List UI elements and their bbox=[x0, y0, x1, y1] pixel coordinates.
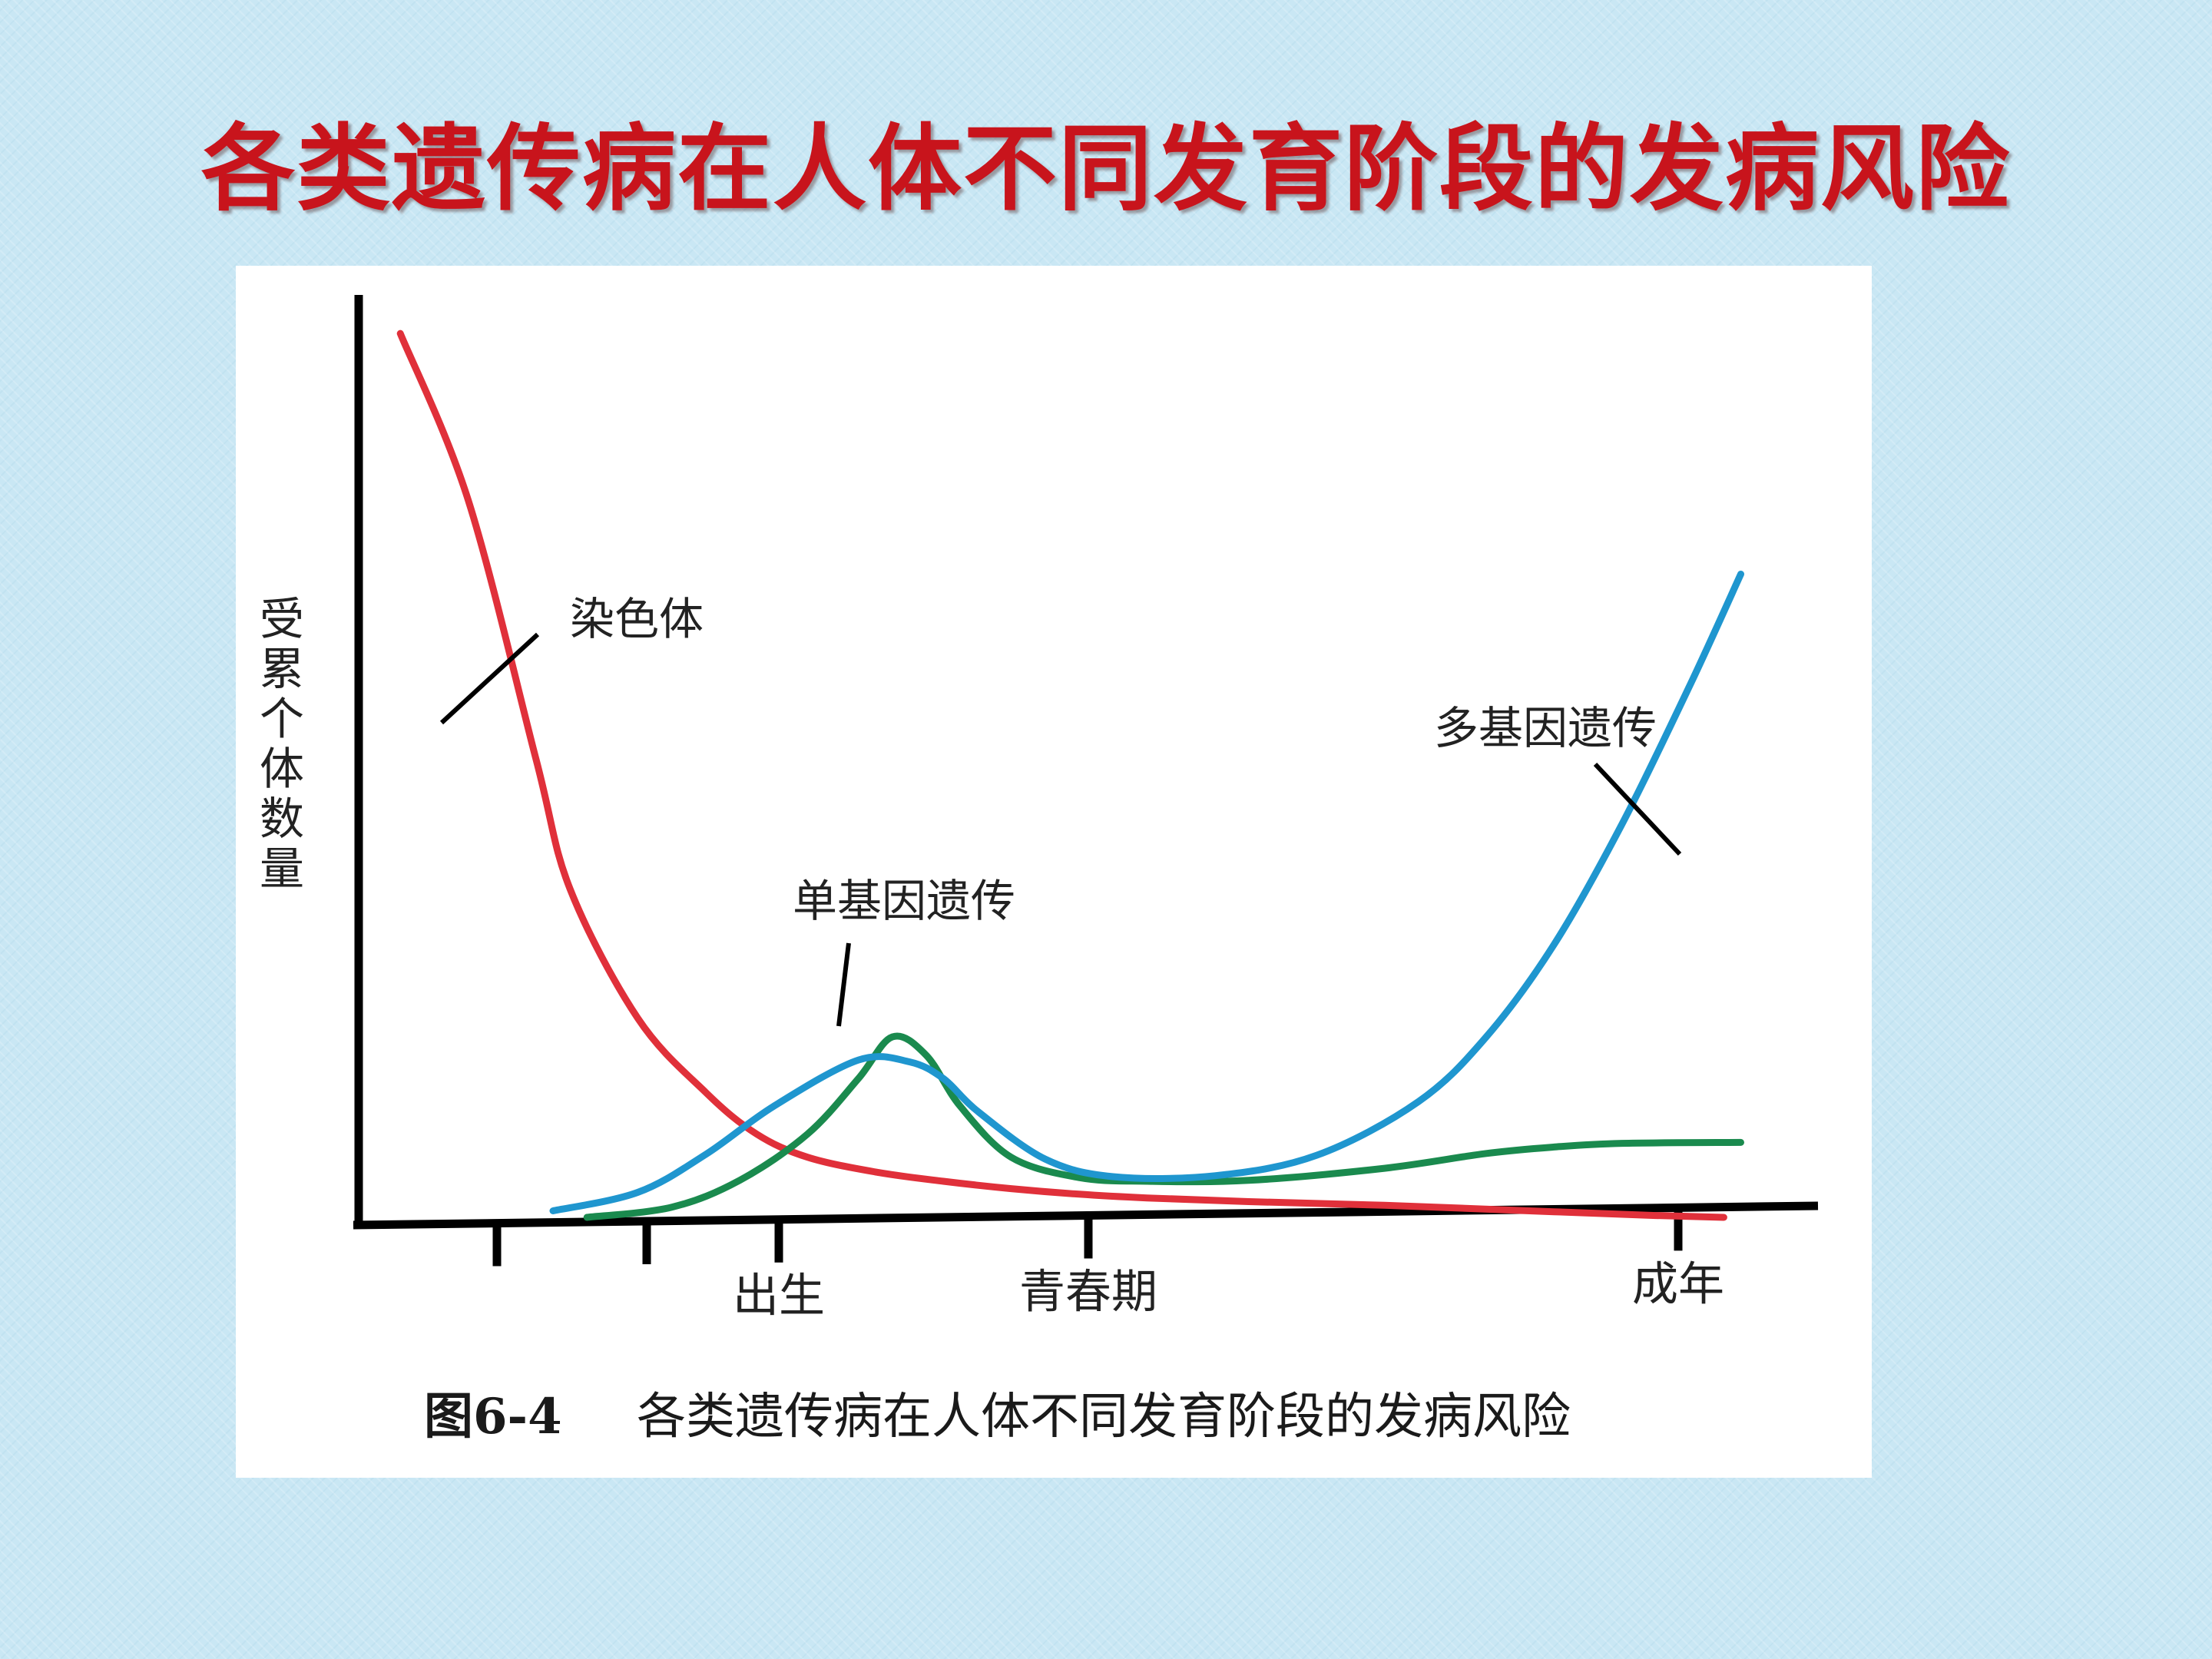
annotation-label-single-gene: 单基因遗传 bbox=[793, 875, 1015, 927]
annotation-leader-polygenic bbox=[1593, 762, 1682, 856]
y-axis-label: 受累个体数量 bbox=[260, 593, 304, 895]
series-layer bbox=[396, 329, 1744, 1221]
x-ticks bbox=[492, 1207, 1683, 1267]
x-tick-label-4: 青春期 bbox=[1019, 1265, 1157, 1319]
figure-panel: 出生 青春期 成年 受累个体数量 染色体单基因遗传 多基因遗传 图6-4 各类遗传病在… bbox=[236, 266, 1872, 1478]
annotation-label-polygenic: 多基因遗传 bbox=[1434, 702, 1657, 754]
figure-caption: 图6-4 各类遗传病在人体不同发育阶段的发病风险 bbox=[424, 1388, 1571, 1445]
x-tick-label-3: 出生 bbox=[733, 1270, 825, 1323]
caption-number: 图6-4 bbox=[424, 1388, 562, 1445]
x-tick-label-5: 成年 bbox=[1632, 1257, 1724, 1311]
series-line-single-gene bbox=[583, 1032, 1744, 1221]
slide-title: 各类遗传病在人体不同发育阶段的发病风险 bbox=[201, 114, 2011, 224]
caption-text: 各类遗传病在人体不同发育阶段的发病风险 bbox=[637, 1389, 1571, 1445]
annotation-label-chromosome: 染色体 bbox=[570, 593, 704, 645]
x-tick-labels: 出生 青春期 成年 bbox=[733, 1257, 1724, 1323]
series-line-chromosome bbox=[396, 329, 1727, 1221]
annotation-leader-single-gene bbox=[836, 942, 851, 1027]
annotation-leader-chromosome bbox=[439, 632, 540, 725]
series-line-polygenic bbox=[549, 571, 1744, 1214]
